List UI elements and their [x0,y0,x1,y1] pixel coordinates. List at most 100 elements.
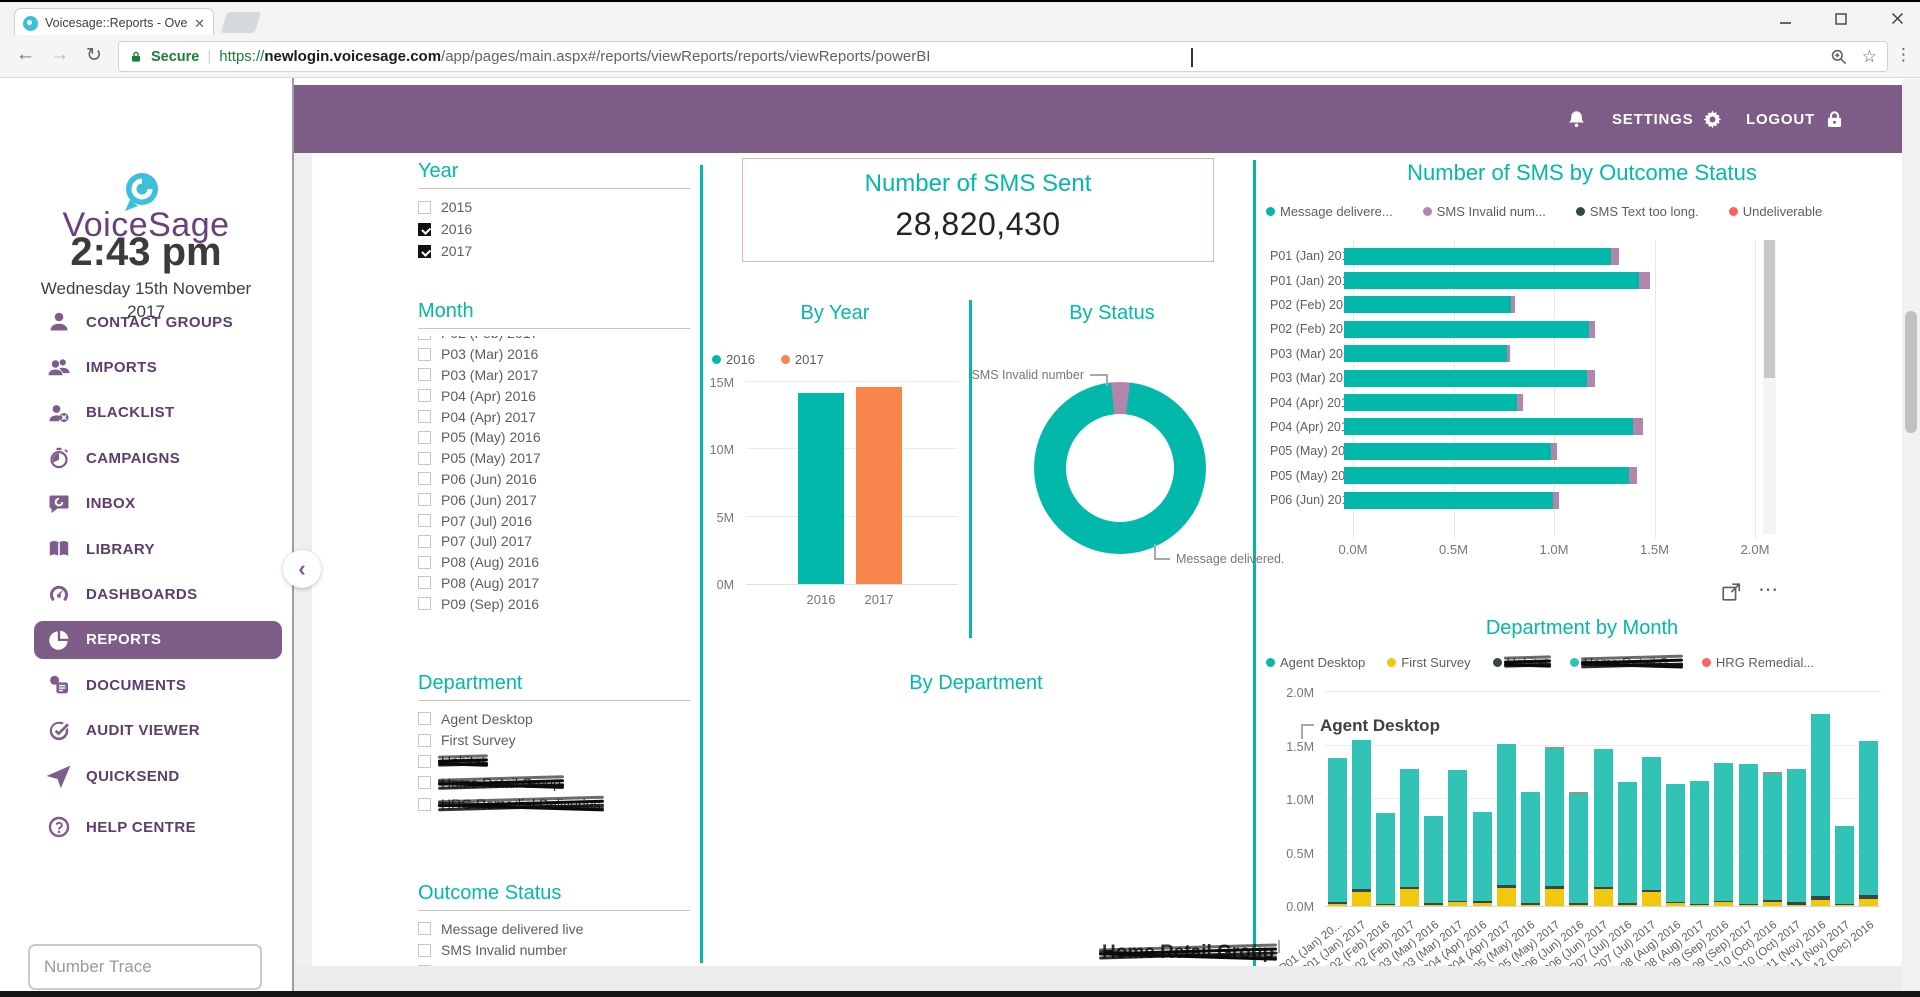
bar-segment-first-survey[interactable] [1351,892,1371,906]
sidebar-item-contact-groups[interactable]: CONTACT GROUPS [34,303,282,341]
bar-segment-home-retail-group[interactable] [1835,825,1855,904]
legend-item-hrg-remedial[interactable]: HRG Remedial... [1701,655,1814,670]
bar-segment-hrg-remedial-deliveries[interactable] [1762,772,1782,774]
bar-segment-home-retail-group[interactable] [1400,769,1420,887]
chart-by-year[interactable]: By Year 2016 2017 0M 5M 10M 15M 2016 2017 [700,296,970,626]
bar-segment-habitat[interactable] [1327,901,1347,904]
bar-segment-home-retail-group[interactable] [1327,758,1347,902]
bar-segment-home-retail-group[interactable] [1375,812,1395,904]
chart-outcome-status[interactable]: Number of SMS by Outcome Status Message … [1262,160,1902,560]
reload-button[interactable]: ↻ [86,45,102,66]
forward-button[interactable]: → [50,44,69,65]
bar-segment-habitat[interactable] [1569,902,1589,905]
filter-option-hrg-remedial-deliveries[interactable]: HRG Remedial Deliveries [418,794,690,815]
checkbox[interactable] [418,389,431,403]
bar-segment-home-retail-group[interactable] [1859,741,1879,896]
bar-segment-first-survey[interactable] [1714,901,1734,906]
checkbox[interactable] [418,576,431,590]
window-maximize-button[interactable] [1818,2,1864,35]
bar-segment-home-retail-group[interactable] [1448,770,1468,901]
bar-segment-first-survey[interactable] [1811,899,1831,906]
bar-segment-home-retail-group[interactable] [1666,784,1686,902]
filter-option-p04-apr-2017[interactable]: P04 (Apr) 2017 [418,406,690,427]
filter-option-habitat[interactable]: Habitat [418,751,690,772]
legend-item-undeliverable[interactable]: Undeliverable [1728,204,1822,219]
sidebar-item-inbox[interactable]: INBOX [34,485,282,523]
bar-segment-first-survey[interactable] [1859,898,1879,906]
chart-by-status[interactable]: By Status SMS Invalid number Message del… [971,296,1284,626]
bar-segment-first-survey[interactable] [1617,904,1637,906]
bar-segment-first-survey[interactable] [1786,904,1806,906]
sidebar-item-quicksend[interactable]: QUICKSEND [34,757,282,795]
checkbox[interactable] [418,368,431,382]
filter-option-p03-mar-2017[interactable]: P03 (Mar) 2017 [418,365,690,386]
checkbox[interactable] [418,347,431,361]
checkbox[interactable] [418,922,431,936]
filter-option-p08-aug-2017[interactable]: P08 (Aug) 2017 [418,573,690,594]
sidebar-item-campaigns[interactable]: CAMPAIGNS [34,439,282,477]
bar-segment-home-retail-group[interactable] [1472,811,1492,901]
checkbox[interactable] [418,797,431,811]
back-button[interactable]: ← [16,44,35,65]
page-scrollbar-thumb[interactable] [1905,311,1917,433]
sidebar-item-library[interactable]: LIBRARY [34,530,282,568]
bar-segment-home-retail-group[interactable] [1762,773,1782,900]
bar-segment-home-retail-group[interactable] [1424,816,1444,903]
bar-segment-home-retail-group[interactable] [1690,780,1710,904]
checkbox[interactable] [418,200,431,214]
bar-segment-home-retail-group[interactable] [1593,748,1613,887]
bar-segment-habitat[interactable] [1496,884,1516,888]
legend-item-2016[interactable]: 2016 [712,352,755,367]
filter-option-p05-may-2016[interactable]: P05 (May) 2016 [418,427,690,448]
address-bar[interactable]: Secure | https://newlogin.voicesage.com/… [118,41,1888,72]
filter-option-p09-sep-2016[interactable]: P09 (Sep) 2016 [418,593,690,614]
bar-segment-habitat[interactable] [1617,902,1637,905]
bar-row-p01-jan-2017[interactable]: P01 (Jan) 2017 [1270,268,1810,292]
bar-segment-habitat[interactable] [1400,886,1420,889]
page-scrollbar[interactable] [1902,79,1920,991]
bar-segment-first-survey[interactable] [1472,902,1492,906]
report-horizontal-scrollbar[interactable] [294,966,1902,991]
bar-segment-habitat[interactable] [1545,885,1565,889]
bar-segment-first-survey[interactable] [1738,904,1758,906]
sidebar-item-imports[interactable]: IMPORTS [34,348,282,386]
legend-item-sms-invalid-num[interactable]: SMS Invalid num... [1422,204,1546,219]
bar-segment-habitat[interactable] [1859,895,1879,899]
bar-segment-habitat[interactable] [1375,903,1395,905]
filter-option-p06-jun-2017[interactable]: P06 (Jun) 2017 [418,489,690,510]
bar-row-p03-mar-2017[interactable]: P03 (Mar) 2017 [1270,366,1810,390]
bar-segment-home-retail-group[interactable] [1545,747,1565,886]
legend-item-home-retail-g[interactable]: Home Retail G... [1569,655,1680,670]
legend-item-habitat[interactable]: Habitat [1492,655,1548,670]
search-input[interactable] [42,956,267,978]
bar-segment-home-retail-group[interactable] [1738,763,1758,904]
filter-option-2017[interactable]: 2017 [418,240,690,262]
bar-segment-habitat[interactable] [1835,903,1855,905]
bar-segment-home-retail-group[interactable] [1496,744,1516,885]
bar-segment-first-survey[interactable] [1666,902,1686,906]
bar-segment-first-survey[interactable] [1448,901,1468,906]
bar-segment-first-survey[interactable] [1424,904,1444,906]
filter-option-p05-may-2017[interactable]: P05 (May) 2017 [418,448,690,469]
bar-segment-first-survey[interactable] [1520,904,1540,906]
sidebar-item-documents[interactable]: DOCUMENTS [34,666,282,704]
bar-segment-hrg-remedial-deliveries[interactable] [1545,746,1565,748]
checkbox[interactable] [418,712,431,726]
bar-segment-first-survey[interactable] [1496,887,1516,906]
filter-option-2016[interactable]: 2016 [418,218,690,240]
filter-option-p07-jul-2017[interactable]: P07 (Jul) 2017 [418,531,690,552]
filter-option-p03-mar-2016[interactable]: P03 (Mar) 2016 [418,344,690,365]
bar-segment-habitat[interactable] [1714,900,1734,902]
bar-segment-habitat[interactable] [1351,888,1371,893]
settings-button[interactable]: SETTINGS [1612,85,1723,153]
chart-scrollbar[interactable] [1763,240,1776,534]
bar-segment-habitat[interactable] [1520,902,1540,905]
checkbox[interactable] [418,336,431,340]
bar-segment-habitat[interactable] [1593,886,1613,889]
bar-segment-first-survey[interactable] [1690,904,1710,906]
sidebar-item-dashboards[interactable]: DASHBOARDS [34,575,282,613]
bookmark-star-icon[interactable]: ☆ [1861,46,1877,66]
checkbox[interactable] [418,472,431,486]
checkbox[interactable] [418,534,431,548]
bar-row-p06-jun-2016[interactable]: P06 (Jun) 2016 [1270,488,1810,512]
